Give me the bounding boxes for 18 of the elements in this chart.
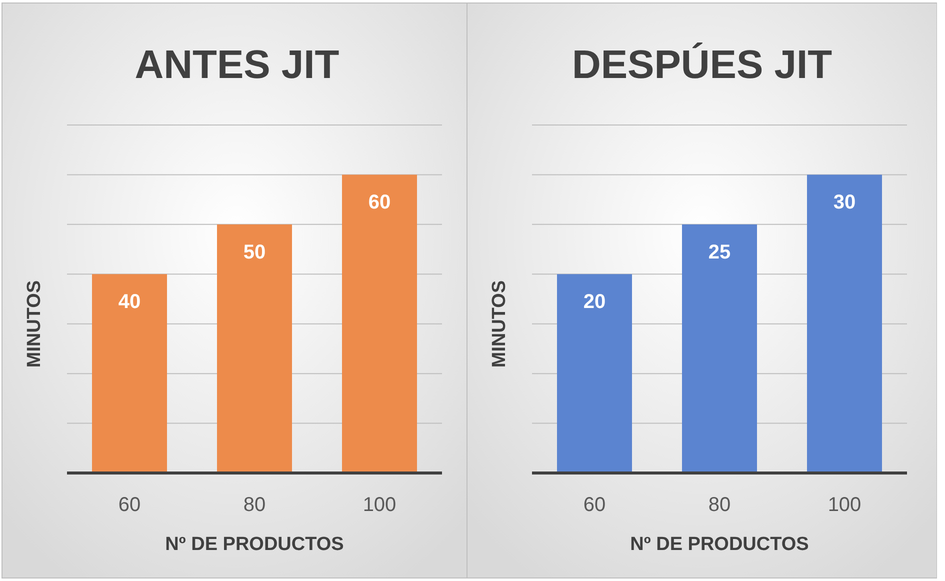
y-axis-title: MINUTOS bbox=[24, 280, 45, 368]
chart-title: ANTES JIT bbox=[134, 43, 340, 87]
x-tick-label: 100 bbox=[362, 494, 396, 516]
data-label: 60 bbox=[368, 192, 391, 214]
x-axis-title: Nº DE PRODUCTOS bbox=[630, 534, 809, 555]
data-label: 30 bbox=[833, 192, 856, 214]
x-tick-label: 60 bbox=[583, 494, 606, 516]
data-label: 50 bbox=[243, 241, 266, 264]
x-tick-label: 60 bbox=[118, 494, 141, 516]
x-tick-label: 100 bbox=[828, 494, 862, 516]
data-label: 20 bbox=[583, 291, 606, 314]
chart-title: DESPÚES JIT bbox=[572, 42, 832, 87]
y-axis-title: MINUTOS bbox=[489, 280, 510, 368]
x-tick-label: 80 bbox=[243, 494, 266, 516]
x-tick-label: 80 bbox=[708, 494, 731, 516]
x-axis-title: Nº DE PRODUCTOS bbox=[165, 534, 344, 555]
data-label: 40 bbox=[118, 291, 141, 314]
data-label: 25 bbox=[708, 241, 731, 264]
